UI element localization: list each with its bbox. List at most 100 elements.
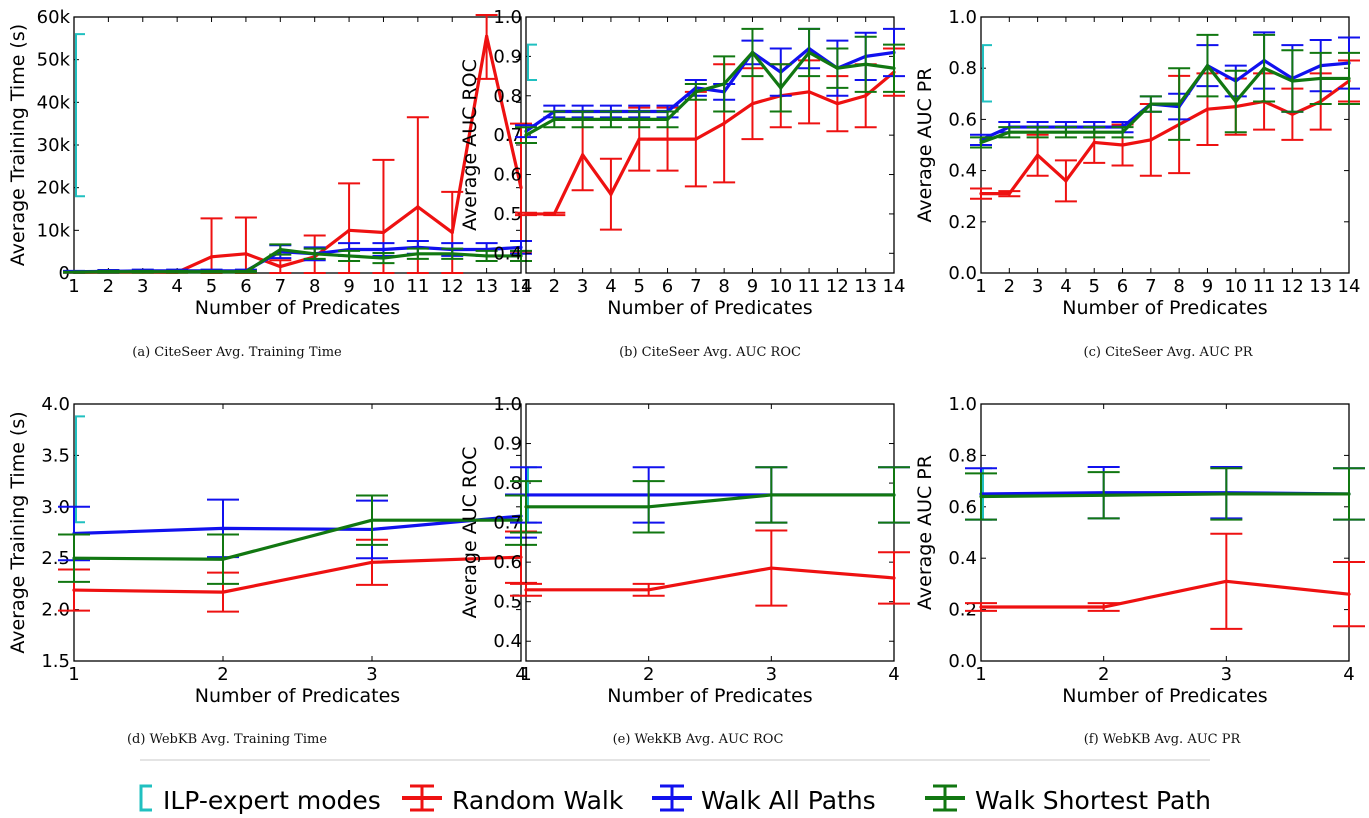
plot-frame xyxy=(980,16,1350,274)
caption-a: (a) CiteSeer Avg. Training Time xyxy=(132,345,342,360)
x-tick-label: 4 xyxy=(515,664,526,685)
random-walk-point xyxy=(1036,153,1040,157)
x-tick-label: 1 xyxy=(68,664,79,685)
walk-shortest-path-point xyxy=(485,254,489,258)
chart-panel: 1 2 3 4 0.0 0.2 0.4 0.6 0.8 1.0 Number of Predicat… xyxy=(914,394,1365,707)
walk-shortest-path-point xyxy=(450,252,454,256)
walk-shortest-path-point xyxy=(141,270,145,274)
y-axis-label: Average AUC ROC xyxy=(459,447,481,619)
walk-shortest-path-point xyxy=(647,505,651,509)
x-axis-label: Number of Predicates xyxy=(195,297,400,319)
caption-f: (f) WebKB Avg. AUC PR xyxy=(1084,732,1242,747)
x-tick-label: 9 xyxy=(747,276,758,297)
walk-shortest-path-point xyxy=(1262,66,1266,70)
y-tick-label: 0.4 xyxy=(493,243,522,264)
x-tick-label: 11 xyxy=(406,276,429,297)
walk-shortest-path-point xyxy=(1347,76,1351,81)
random-walk-point xyxy=(209,255,214,259)
ilp-expert-bracket xyxy=(75,415,85,524)
random-walk-point xyxy=(609,192,613,196)
walk-shortest-path-point xyxy=(1149,102,1153,106)
x-tick-label: 1 xyxy=(68,276,79,297)
walk-all-paths-point xyxy=(519,245,523,249)
walk-shortest-path-point xyxy=(347,254,351,258)
y-tick-label: 3.5 xyxy=(41,445,70,466)
y-tick-label: 50k xyxy=(37,50,71,71)
x-tick-label: 10 xyxy=(372,276,395,297)
walk-all-paths-line xyxy=(73,514,522,536)
walk-shortest-path-point xyxy=(72,270,76,274)
walk-shortest-path-point xyxy=(519,254,523,258)
walk-shortest-path-point xyxy=(637,117,641,121)
random-walk-point xyxy=(665,137,670,141)
walk-shortest-path-point xyxy=(221,557,225,561)
ilp-expert-bracket xyxy=(75,33,85,198)
walk-shortest-path-point xyxy=(979,140,983,145)
y-tick-label: 0.4 xyxy=(948,161,977,182)
x-tick-label: 3 xyxy=(577,276,588,297)
caption-c: (c) CiteSeer Avg. AUC PR xyxy=(1084,345,1254,360)
y-tick-label: 0.2 xyxy=(948,212,977,233)
y-tick-label: 0.0 xyxy=(948,651,977,672)
y-tick-label: 0.8 xyxy=(948,445,977,466)
y-tick-label: 0.6 xyxy=(948,497,977,518)
random-walk-point xyxy=(552,212,556,216)
x-tick-label: 11 xyxy=(798,276,821,297)
walk-shortest-path-point xyxy=(1177,102,1181,106)
legend-walk-shortest-path-label: Walk Shortest Path xyxy=(975,786,1211,815)
x-tick-label: 13 xyxy=(1309,276,1332,297)
random-walk-point xyxy=(835,102,839,106)
walk-all-paths-point xyxy=(221,526,225,530)
walk-shortest-path-point xyxy=(581,117,585,121)
x-tick-label: 1 xyxy=(975,664,986,685)
random-walk-point xyxy=(1064,179,1068,183)
y-tick-label: 1.5 xyxy=(41,651,70,672)
x-tick-label: 4 xyxy=(171,276,182,297)
series-random-walk xyxy=(510,529,910,607)
legend-walk-all-paths-label: Walk All Paths xyxy=(701,786,876,815)
caption-b: (b) CiteSeer Avg. AUC ROC xyxy=(619,345,801,360)
x-tick-label: 1 xyxy=(520,276,531,297)
random-walk-point xyxy=(221,590,225,594)
ilp-expert-bracket xyxy=(527,43,537,82)
x-axis-label: Number of Predicates xyxy=(195,685,400,707)
walk-shortest-path-point xyxy=(892,493,896,497)
plot-frame xyxy=(525,403,895,662)
walk-shortest-path-point xyxy=(694,90,698,94)
x-tick-label: 4 xyxy=(605,276,616,297)
x-tick-label: 13 xyxy=(854,276,877,297)
x-tick-label: 3 xyxy=(366,664,377,685)
y-tick-label: 0.6 xyxy=(493,552,522,573)
x-tick-label: 6 xyxy=(1117,276,1128,297)
y-tick-label: 1.0 xyxy=(948,394,977,415)
series-walk-shortest-path xyxy=(965,467,1365,521)
walk-shortest-path-point xyxy=(979,494,983,499)
y-tick-label: 20k xyxy=(37,178,71,199)
series-random-walk xyxy=(965,532,1365,630)
y-axis-label: Average AUC PR xyxy=(914,455,936,610)
y-tick-label: 0.8 xyxy=(948,58,977,79)
y-axis-label: Average AUC PR xyxy=(914,68,936,223)
random-walk-point xyxy=(524,588,528,592)
y-tick-label: 0.8 xyxy=(493,86,522,107)
y-tick-label: 30k xyxy=(37,135,71,156)
series-walk-shortest-path xyxy=(970,33,1360,149)
walk-shortest-path-point xyxy=(524,133,528,137)
y-tick-label: 0.5 xyxy=(493,592,522,613)
legend-ilp-label: ILP-expert modes xyxy=(163,786,381,815)
x-tick-label: 3 xyxy=(137,276,148,297)
y-tick-label: 0.0 xyxy=(948,263,977,284)
chart-panel: 1 2 3 4 1.5 2.0 2.5 3.0 3.5 4.0 Number of Predicat… xyxy=(7,394,537,707)
x-tick-label: 6 xyxy=(662,276,673,297)
walk-shortest-path-point xyxy=(1036,130,1040,134)
y-tick-label: 40k xyxy=(37,92,71,113)
random-walk-point xyxy=(1120,143,1125,147)
legend-random-walk-marker xyxy=(402,784,442,812)
y-tick-label: 0.9 xyxy=(493,46,522,67)
walk-shortest-path-line xyxy=(525,50,895,137)
x-tick-label: 8 xyxy=(718,276,729,297)
walk-shortest-path-point xyxy=(313,252,317,256)
x-tick-label: 4 xyxy=(1060,276,1071,297)
x-tick-label: 14 xyxy=(1338,276,1361,297)
